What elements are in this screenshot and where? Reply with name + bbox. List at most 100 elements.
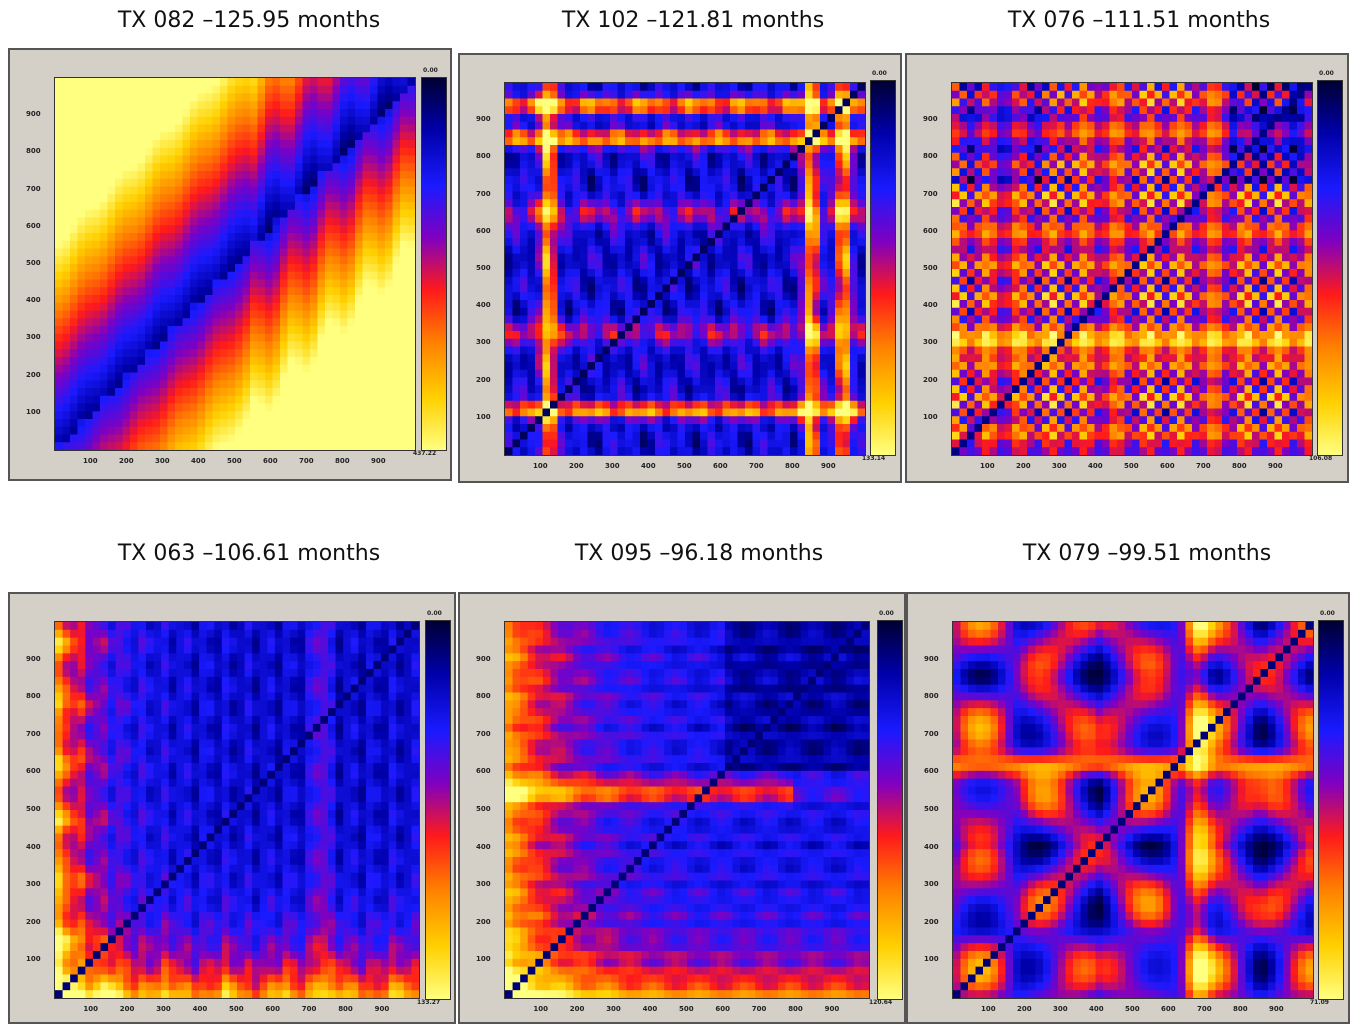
heatmap-cell <box>662 98 671 107</box>
heatmap-cell <box>967 362 976 371</box>
heatmap-cell <box>295 341 304 350</box>
heatmap-cell <box>115 388 124 397</box>
heatmap-cell <box>842 145 851 154</box>
heatmap-cell <box>857 83 865 92</box>
heatmap-cell <box>137 202 146 211</box>
heatmap-cell <box>730 447 739 455</box>
heatmap-cell <box>685 369 694 379</box>
heatmap-cell <box>745 83 754 92</box>
heatmap-cell <box>707 447 716 455</box>
heatmap-cell <box>685 83 694 92</box>
heatmap-cell <box>557 106 566 115</box>
heatmap-cell <box>130 411 139 420</box>
x-tick-label: 800 <box>335 457 350 465</box>
heatmap-cell <box>610 315 619 324</box>
heatmap-cell <box>152 310 161 319</box>
heatmap-cell <box>997 315 1006 324</box>
heatmap-cell <box>302 147 311 157</box>
heatmap-cell <box>700 292 709 301</box>
y-tick-label: 700 <box>476 189 491 198</box>
heatmap-cell <box>655 121 664 131</box>
heatmap-cell <box>77 426 86 436</box>
heatmap-cell <box>362 124 371 133</box>
heatmap-cell <box>407 147 415 157</box>
heatmap-cell <box>974 137 983 146</box>
heatmap-cell <box>625 416 634 425</box>
heatmap-cell <box>212 333 221 343</box>
heatmap-cell <box>565 338 574 348</box>
heatmap-cell <box>520 121 529 131</box>
heatmap-cell <box>820 214 829 224</box>
heatmap-cell <box>385 302 394 312</box>
heatmap-cell <box>160 434 169 443</box>
heatmap-cell <box>820 183 829 193</box>
heatmap-cell <box>175 349 184 358</box>
heatmap-cell <box>205 287 214 296</box>
heatmap-cell <box>557 269 566 278</box>
heatmap-cell <box>715 269 724 278</box>
heatmap-cell <box>812 261 821 270</box>
heatmap-cell <box>257 178 266 188</box>
heatmap-cell <box>512 377 521 386</box>
heatmap-cell <box>505 362 514 371</box>
heatmap-cell <box>692 439 701 448</box>
heatmap-cell <box>92 109 101 118</box>
heatmap-cell <box>550 424 559 433</box>
heatmap-cell <box>745 346 754 355</box>
heatmap-cell <box>685 323 694 332</box>
heatmap-cell <box>70 279 79 288</box>
heatmap-cell <box>835 191 844 200</box>
heatmap-cell <box>842 439 851 448</box>
heatmap-cell <box>662 269 671 278</box>
heatmap-cell <box>959 199 968 208</box>
heatmap-cell <box>989 90 998 100</box>
heatmap-cell <box>520 238 529 247</box>
heatmap-cell <box>122 248 131 257</box>
heatmap-cell <box>967 145 976 154</box>
heatmap-cell <box>610 276 619 286</box>
heatmap-cell <box>775 424 784 433</box>
heatmap-cell <box>197 132 206 141</box>
heatmap-cell <box>122 209 131 219</box>
heatmap-cell <box>550 315 559 324</box>
heatmap-cell <box>175 256 184 265</box>
heatmap-cell <box>797 362 806 371</box>
heatmap-cell <box>152 318 161 327</box>
heatmap-cell <box>782 331 791 340</box>
heatmap-cell <box>767 145 776 154</box>
heatmap-cell <box>175 372 184 381</box>
heatmap-cell <box>520 83 529 92</box>
heatmap-cell <box>730 191 739 200</box>
heatmap-cell <box>722 168 731 177</box>
heatmap-cell <box>767 129 776 138</box>
heatmap-cell <box>122 256 131 265</box>
heatmap-cell <box>557 191 566 200</box>
heatmap-cell <box>167 85 176 95</box>
heatmap-cell <box>152 101 161 110</box>
heatmap-cell <box>362 116 371 126</box>
heatmap-cell <box>730 439 739 448</box>
heatmap-cell <box>580 245 589 255</box>
heatmap-cell <box>797 129 806 138</box>
heatmap-cell <box>107 403 116 412</box>
heatmap-cell <box>974 307 983 317</box>
heatmap-cell <box>550 385 559 394</box>
heatmap-cell <box>557 284 566 293</box>
heatmap-cell <box>317 411 326 420</box>
heatmap-cell <box>850 261 859 270</box>
heatmap-cell <box>707 253 716 262</box>
heatmap-cell <box>235 171 244 180</box>
heatmap-cell <box>190 426 199 436</box>
heatmap-cell <box>745 400 754 410</box>
heatmap-cell <box>77 225 86 234</box>
heatmap-cell <box>959 315 968 324</box>
heatmap-cell <box>107 318 116 327</box>
heatmap-cell <box>250 326 259 335</box>
heatmap-cell <box>782 129 791 138</box>
heatmap-cell <box>692 114 701 123</box>
heatmap-cell <box>959 424 968 433</box>
heatmap-cell <box>392 279 401 288</box>
heatmap-cell <box>310 186 319 195</box>
heatmap-cell <box>107 155 116 164</box>
heatmap-cell <box>257 186 266 195</box>
